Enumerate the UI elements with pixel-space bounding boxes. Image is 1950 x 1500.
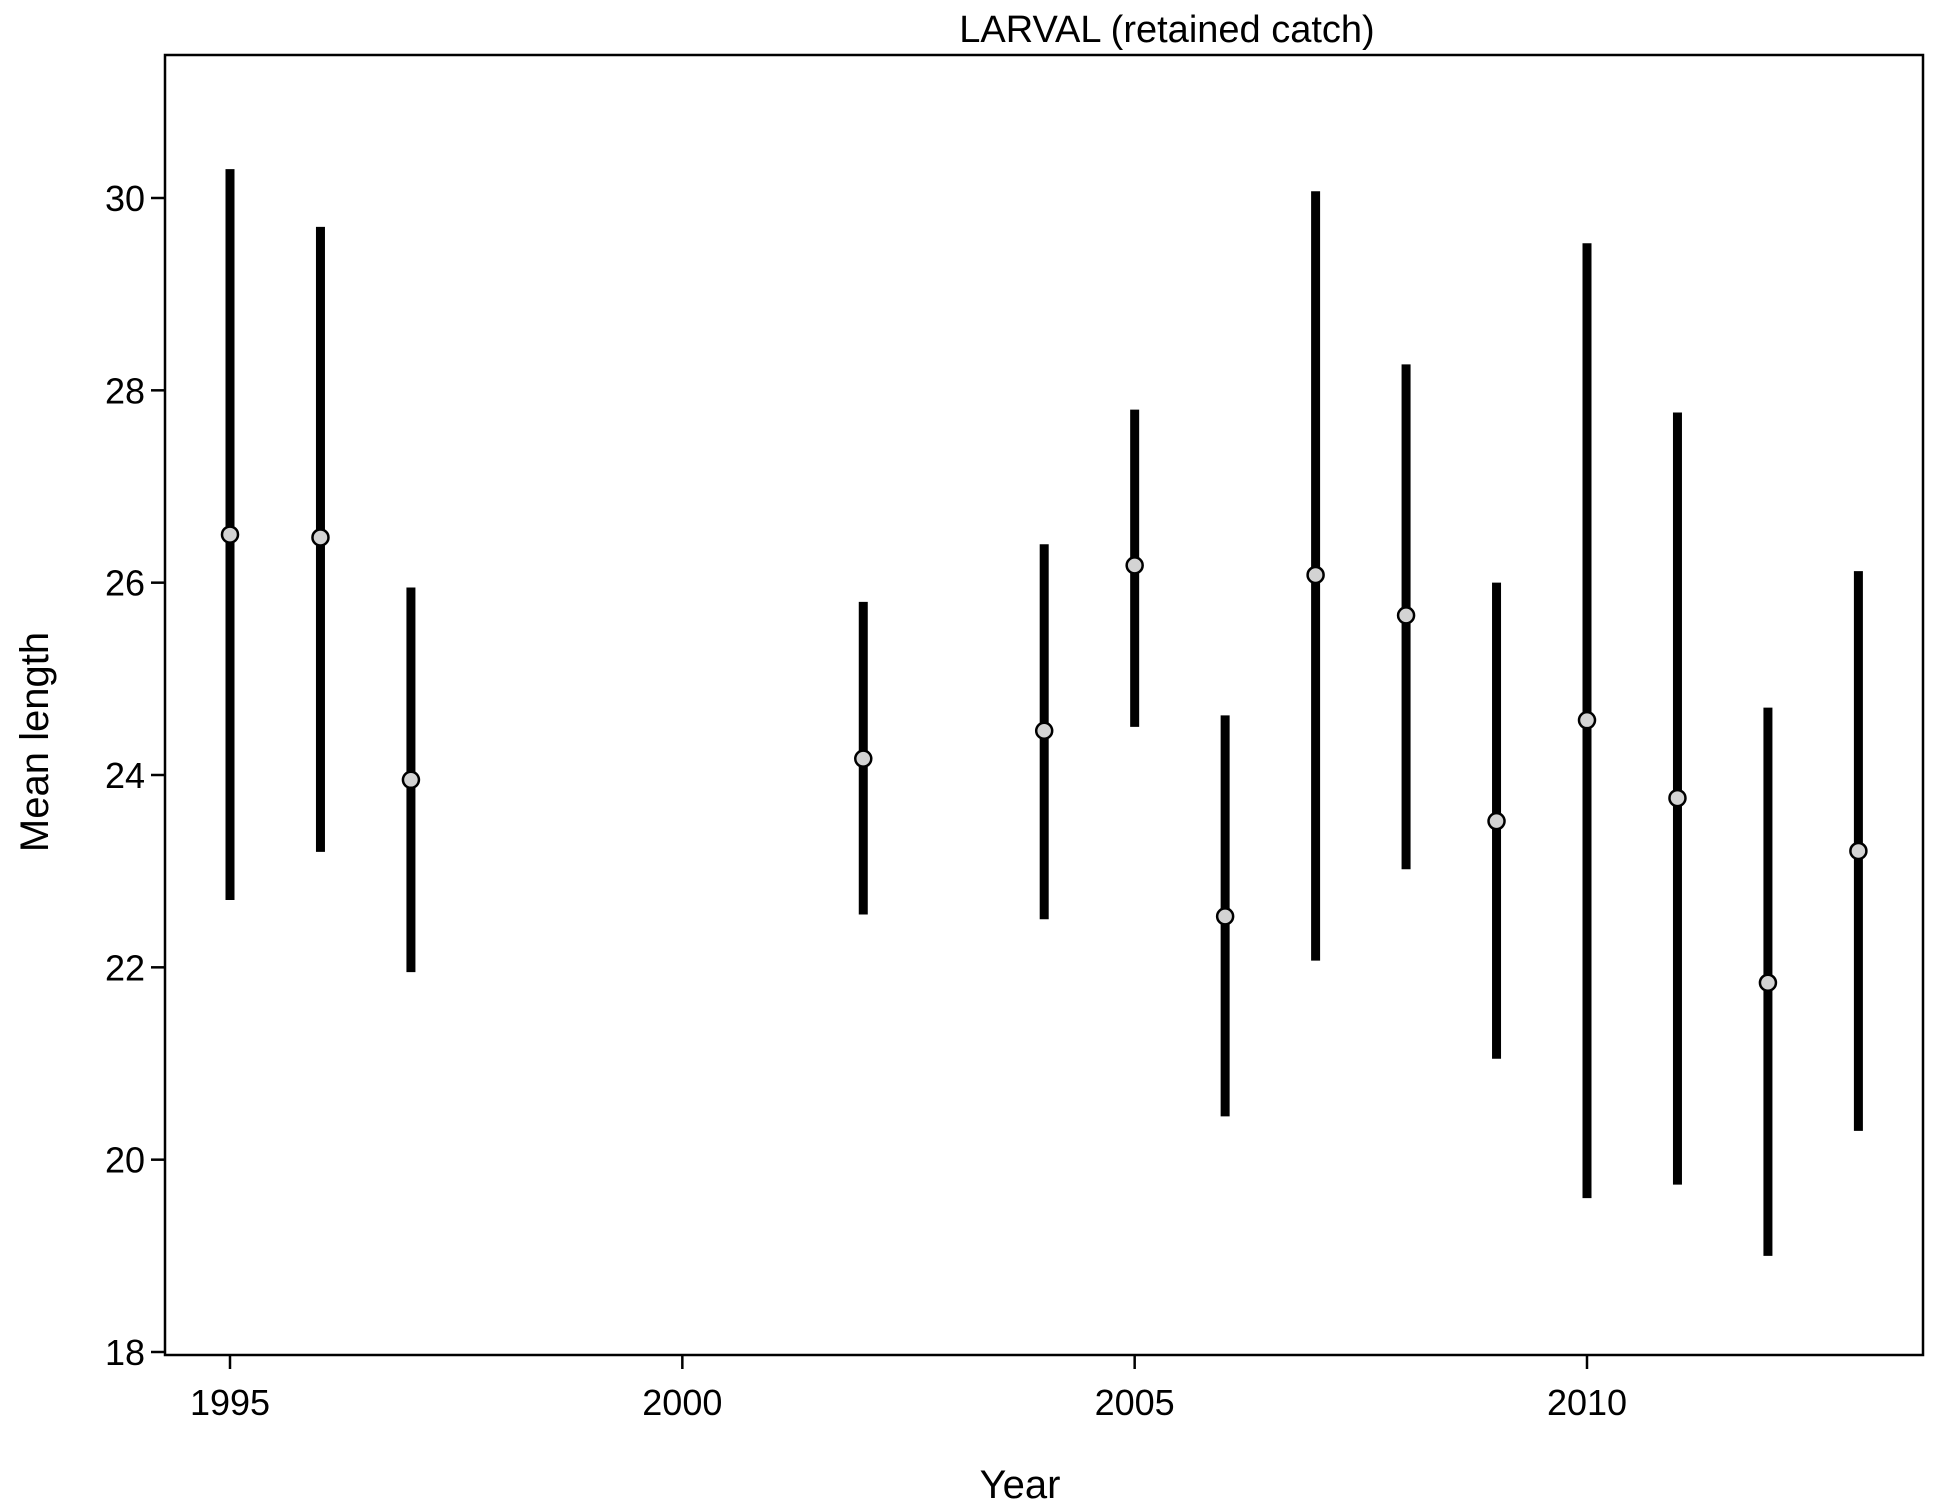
x-tick-label: 1995 — [190, 1382, 270, 1423]
y-tick-label: 20 — [105, 1140, 145, 1181]
mean-point — [854, 749, 873, 768]
y-tick-label: 18 — [105, 1332, 145, 1373]
mean-point — [1487, 811, 1506, 831]
mean-point — [1125, 556, 1144, 575]
mean-point — [1215, 907, 1235, 926]
mean-point — [220, 525, 240, 544]
mean-point — [1758, 973, 1778, 992]
mean-point — [1396, 606, 1416, 625]
error-bars — [225, 169, 1863, 1256]
x-axis: 1995 2000 2005 2010 — [190, 1355, 1627, 1423]
mean-point — [1306, 565, 1325, 585]
y-tick-label: 24 — [105, 755, 145, 796]
y-tick-label: 28 — [105, 370, 145, 411]
mean-point — [1034, 721, 1054, 741]
y-axis-label: Mean length — [13, 632, 57, 852]
x-tick-label: 2000 — [642, 1382, 722, 1423]
x-tick-label: 2010 — [1547, 1382, 1627, 1423]
chart-title: LARVAL (retained catch) — [959, 9, 1374, 51]
x-axis-label: Year — [980, 1463, 1061, 1500]
mean-point — [311, 528, 330, 547]
y-tick-label: 30 — [105, 178, 145, 219]
plot-frame — [163, 53, 1925, 1357]
mean-points — [220, 525, 1868, 992]
y-tick-label: 26 — [105, 563, 145, 604]
mean-point — [1668, 788, 1687, 808]
y-axis: 18 20 22 24 26 28 30 — [105, 178, 165, 1373]
y-tick-label: 22 — [105, 947, 145, 988]
mean-point — [1849, 841, 1868, 861]
x-tick-label: 2005 — [1095, 1382, 1175, 1423]
mean-point — [1577, 710, 1597, 730]
mean-point — [401, 770, 421, 790]
